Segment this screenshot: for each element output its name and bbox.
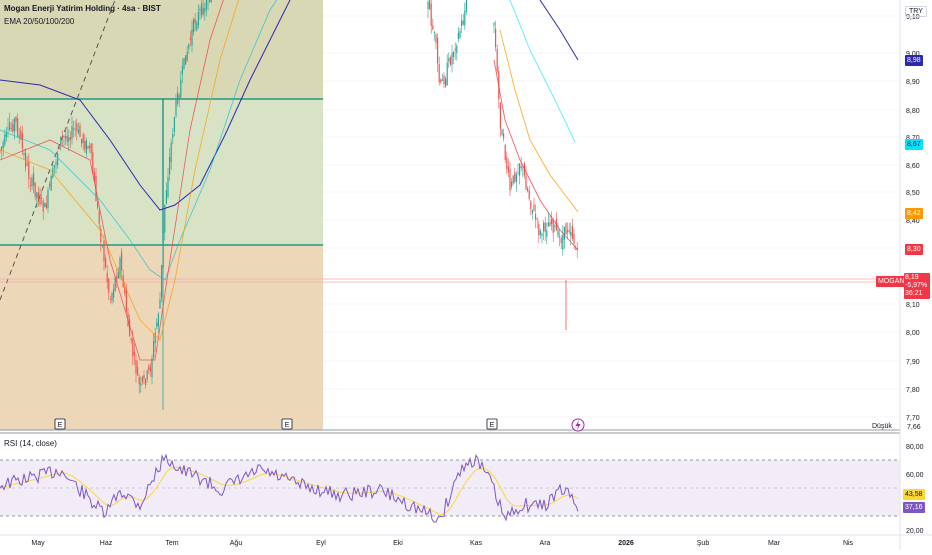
currency-button[interactable]: TRY: [905, 6, 927, 17]
price-value: 8,19: [905, 274, 919, 281]
ema100-line-recent: [509, 0, 576, 143]
price-tick-12: 7,90: [906, 359, 920, 366]
price-tick-13: 7,80: [906, 387, 920, 394]
price-tick-2: 8,90: [906, 79, 920, 86]
earnings-marker-2[interactable]: E: [281, 418, 293, 430]
price-tick-0: 9,10: [906, 14, 920, 21]
ema50-badge: 8,42: [905, 208, 923, 219]
rsi-line: [0, 453, 579, 523]
earnings-marker-1[interactable]: E: [54, 418, 66, 430]
earnings-marker-3[interactable]: E: [486, 418, 498, 430]
ema200-badge: 8,98: [905, 55, 923, 66]
price-grid: [323, 15, 900, 418]
price-tick-7: 8,40: [906, 218, 920, 225]
time-tick-3: Ağu: [230, 540, 243, 547]
rsi-legend[interactable]: RSI (14, close): [4, 439, 57, 448]
ema100-line: [0, 0, 278, 281]
rsi-value-badge: 37,16: [903, 502, 925, 513]
rsi-axis[interactable]: 80,00 60,00 20,00: [906, 444, 924, 535]
time-tick-0: May: [31, 540, 45, 547]
bar-countdown: 36:21: [905, 290, 923, 297]
indicator-legend[interactable]: EMA 20/50/100/200: [4, 17, 75, 26]
price-change: -5,97%: [905, 282, 928, 289]
rsi-ma-line: [0, 466, 579, 515]
ema50-line: [0, 0, 239, 341]
time-tick-8: 2026: [618, 540, 634, 547]
time-tick-9: Şub: [697, 540, 710, 547]
rsi-ma-badge: 43,58: [903, 489, 925, 500]
svg-text:E: E: [58, 422, 63, 429]
svg-text:E: E: [490, 422, 495, 429]
ema50-line-recent: [499, 29, 579, 213]
price-tick-10: 8,10: [906, 302, 920, 309]
price-tick-5: 8,60: [906, 163, 920, 170]
ema100-badge: 8,67: [905, 139, 923, 150]
price-tick-3: 8,80: [906, 108, 920, 115]
time-tick-10: Mar: [768, 540, 781, 547]
low-label: Düşük: [872, 423, 892, 430]
ema20-line: [0, 0, 224, 361]
ema20-line-recent: [493, 59, 579, 251]
price-tick-1: 9,00: [906, 51, 920, 58]
time-tick-1: Haz: [100, 540, 113, 547]
zone-top: [0, 0, 323, 99]
time-tick-2: Tem: [165, 540, 178, 547]
dividend-lightning-icon[interactable]: [571, 418, 585, 432]
low-value-badge: 7,66: [905, 422, 923, 433]
price-tick-6: 8,50: [906, 190, 920, 197]
rsi-tick-1: 60,00: [906, 472, 924, 479]
time-tick-6: Kas: [470, 540, 483, 547]
time-tick-7: Ara: [540, 540, 551, 547]
time-tick-5: Eki: [393, 540, 403, 547]
price-tick-4: 8,70: [906, 135, 920, 142]
symbol-badge[interactable]: MOGAN: [876, 276, 907, 287]
ema200-line: [0, 0, 291, 211]
ema200-line-recent: [539, 0, 579, 61]
time-axis[interactable]: May Haz Tem Ağu Eyl Eki Kas Ara 2026 Şub Mar Nis: [31, 540, 853, 547]
price-badge: 8,19 -5,97% 36:21: [904, 273, 930, 299]
rsi-tick-0: 80,00: [906, 444, 924, 451]
rsi-tick-2: 20,00: [906, 528, 924, 535]
price-tick-11: 8,00: [906, 330, 920, 337]
time-tick-4: Eyl: [316, 540, 326, 547]
chart-title[interactable]: Mogan Enerji Yatirim Holding · 4sa · BIS…: [4, 4, 161, 13]
time-tick-11: Nis: [843, 540, 854, 547]
zone-middle: [0, 99, 323, 245]
svg-text:E: E: [285, 422, 290, 429]
ema20-badge: 8,30: [905, 244, 923, 255]
price-tick-14: 7,70: [906, 415, 920, 422]
